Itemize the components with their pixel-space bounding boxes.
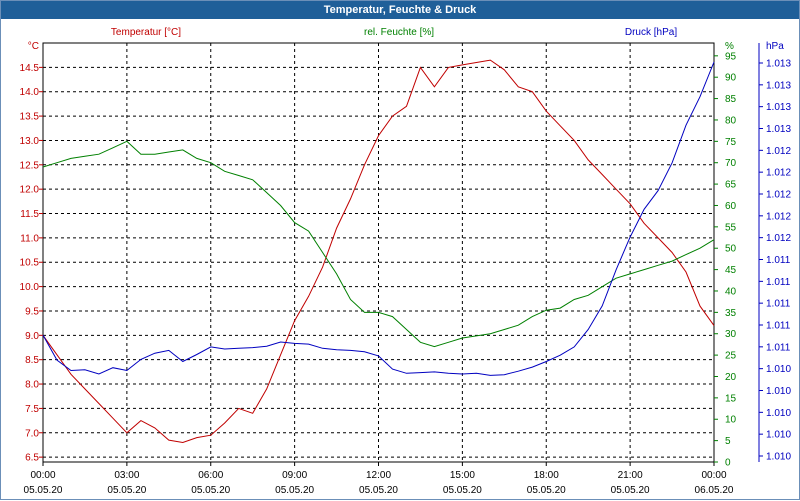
humidity-tick-label: 75	[725, 137, 737, 148]
temperature-tick-label: 14.0	[20, 87, 40, 98]
x-tick-label-time: 21:00	[618, 470, 643, 481]
pressure-tick-label: 1.011	[766, 255, 791, 266]
temperature-unit-label: °C	[28, 41, 39, 52]
humidity-tick-label: 10	[725, 415, 737, 426]
humidity-tick-label: 15	[725, 393, 737, 404]
temperature-tick-label: 8.5	[25, 355, 39, 366]
temperature-tick-label: 11.5	[20, 209, 39, 220]
axes	[39, 42, 763, 466]
temperature-tick-label: 14.5	[20, 63, 40, 74]
humidity-tick-label: 95	[725, 51, 737, 62]
temperature-tick-label: 10.5	[20, 258, 40, 269]
humidity-tick-label: 0	[725, 458, 731, 469]
temperature-tick-label: 12.0	[20, 185, 40, 196]
x-tick-label-date: 05.05.20	[107, 485, 146, 496]
pressure-tick-label: 1.012	[766, 146, 791, 157]
x-tick-label-date: 05.05.20	[191, 485, 230, 496]
x-tick-label-time: 03:00	[114, 470, 139, 481]
pressure-tick-label: 1.013	[766, 124, 791, 135]
pressure-tick-label: 1.013	[766, 80, 791, 91]
humidity-tick-label: 60	[725, 201, 737, 212]
pressure-tick-label: 1.013	[766, 102, 791, 113]
pressure-tick-label: 1.010	[766, 364, 791, 375]
humidity-tick-label: 45	[725, 265, 737, 276]
x-tick-label-date: 05.05.20	[275, 485, 314, 496]
temperature-tick-label: 11.0	[20, 233, 39, 244]
pressure-tick-label: 1.011	[766, 277, 791, 288]
x-tick-label-time: 18:00	[534, 470, 559, 481]
x-tick-label-date: 06.05.20	[695, 485, 734, 496]
temperature-tick-label: 8.0	[25, 380, 39, 391]
pressure-tick-label: 1.010	[766, 430, 791, 441]
pressure-series-line	[42, 61, 715, 376]
humidity-series-line	[42, 140, 715, 348]
humidity-tick-label: 40	[725, 286, 737, 297]
x-tick-label-time: 00:00	[30, 470, 55, 481]
temperature-tick-label: 7.0	[25, 428, 39, 439]
pressure-tick-label: 1.012	[766, 190, 791, 201]
x-tick-label-date: 05.05.20	[611, 485, 650, 496]
window-title: Temperatur, Feuchte & Druck	[1, 1, 799, 19]
temperature-tick-label: 12.5	[20, 160, 40, 171]
humidity-tick-label: 50	[725, 244, 737, 255]
humidity-series-label: rel. Feuchte [%]	[364, 27, 434, 38]
temperature-tick-label: 13.5	[20, 112, 40, 123]
temperature-tick-label: 9.5	[25, 306, 39, 317]
x-tick-label-time: 15:00	[450, 470, 475, 481]
temperature-series-line	[42, 59, 715, 444]
pressure-tick-label: 1.013	[766, 59, 791, 70]
humidity-tick-label: 55	[725, 222, 737, 233]
humidity-tick-label: 90	[725, 73, 737, 84]
temperature-tick-label: 10.0	[20, 282, 40, 293]
humidity-tick-label: 65	[725, 180, 737, 191]
pressure-tick-label: 1.011	[766, 321, 791, 332]
temperature-tick-label: 7.5	[25, 404, 39, 415]
humidity-tick-label: 5	[725, 436, 731, 447]
temperature-tick-label: 6.5	[25, 453, 39, 464]
temperature-series-label: Temperatur [°C]	[111, 27, 181, 38]
temperature-tick-label: 9.0	[25, 331, 39, 342]
humidity-tick-label: 85	[725, 94, 737, 105]
humidity-tick-label: 35	[725, 308, 737, 319]
pressure-tick-label: 1.012	[766, 168, 791, 179]
humidity-tick-label: 80	[725, 115, 737, 126]
pressure-tick-label: 1.011	[766, 299, 791, 310]
x-tick-label-date: 05.05.20	[24, 485, 63, 496]
humidity-tick-label: 25	[725, 351, 737, 362]
axis-labels: 00:00 05.05.20 03:00 05.05.20 06:00 05.05.20 0…	[20, 27, 792, 496]
humidity-unit-label: %	[725, 41, 734, 52]
series-lines	[42, 59, 715, 444]
pressure-unit-label: hPa	[766, 41, 784, 52]
pressure-tick-label: 1.010	[766, 408, 791, 419]
pressure-tick-label: 1.010	[766, 452, 791, 463]
pressure-tick-label: 1.012	[766, 233, 791, 244]
x-tick-label-time: 00:00	[701, 470, 726, 481]
x-tick-label-date: 05.05.20	[359, 485, 398, 496]
x-tick-label-date: 05.05.20	[527, 485, 566, 496]
humidity-tick-label: 20	[725, 372, 737, 383]
grid	[43, 43, 714, 462]
x-tick-label-time: 09:00	[282, 470, 307, 481]
humidity-tick-label: 70	[725, 158, 737, 169]
x-tick-label-time: 06:00	[198, 470, 223, 481]
pressure-series-label: Druck [hPa]	[625, 27, 677, 38]
humidity-tick-label: 30	[725, 329, 737, 340]
pressure-tick-label: 1.010	[766, 386, 791, 397]
pressure-tick-label: 1.011	[766, 342, 791, 353]
x-tick-label-date: 05.05.20	[443, 485, 482, 496]
pressure-tick-label: 1.012	[766, 211, 791, 222]
temperature-tick-label: 13.0	[20, 136, 40, 147]
x-tick-label-time: 12:00	[366, 470, 391, 481]
